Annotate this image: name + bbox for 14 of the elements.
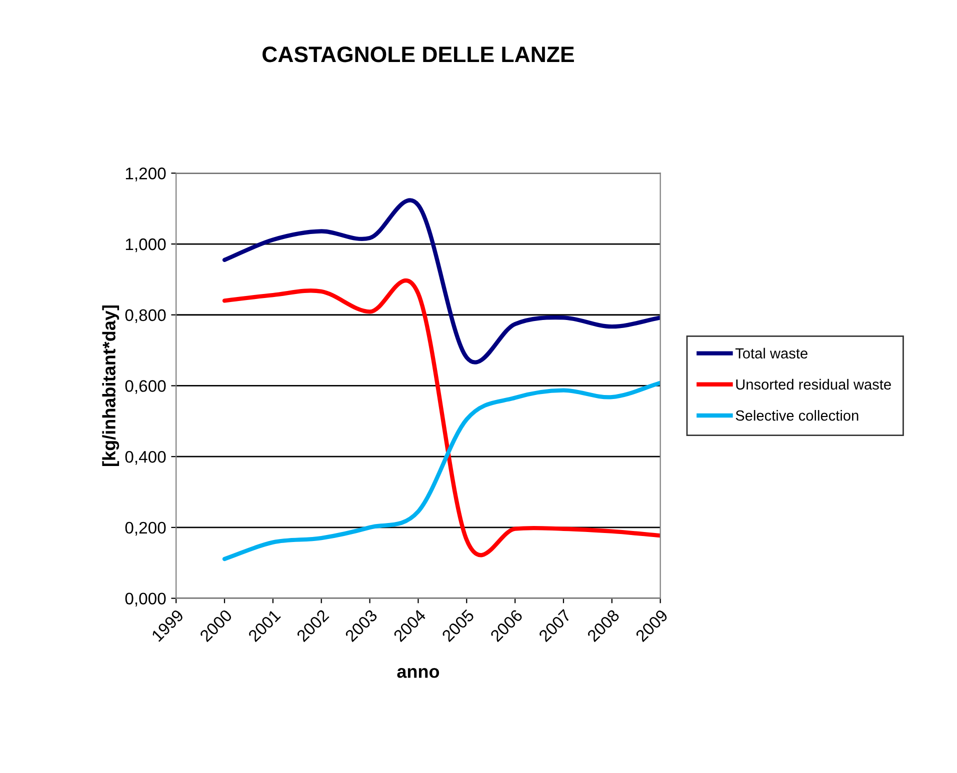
legend-label: Unsorted residual waste <box>736 378 891 390</box>
y-tick-label: 0,000 <box>125 592 166 606</box>
y-tick-label: 0,200 <box>125 522 166 536</box>
y-tick-label: 1,200 <box>126 168 166 182</box>
x-axis-title: anno <box>397 668 440 678</box>
chart-title: CASTAGNOLE DELLE LANZE <box>262 46 574 62</box>
legend-label: Selective collection <box>736 410 858 421</box>
y-tick-label: 0,400 <box>125 450 166 465</box>
y-tick-label: 0,600 <box>125 380 166 394</box>
y-tick-label: 1,000 <box>126 238 166 252</box>
y-axis-title: [kg/inhabitant*day] <box>102 305 120 466</box>
legend-label: Total waste <box>735 348 808 359</box>
line-series <box>222 380 660 562</box>
y-tick-label: 0,800 <box>125 309 166 324</box>
